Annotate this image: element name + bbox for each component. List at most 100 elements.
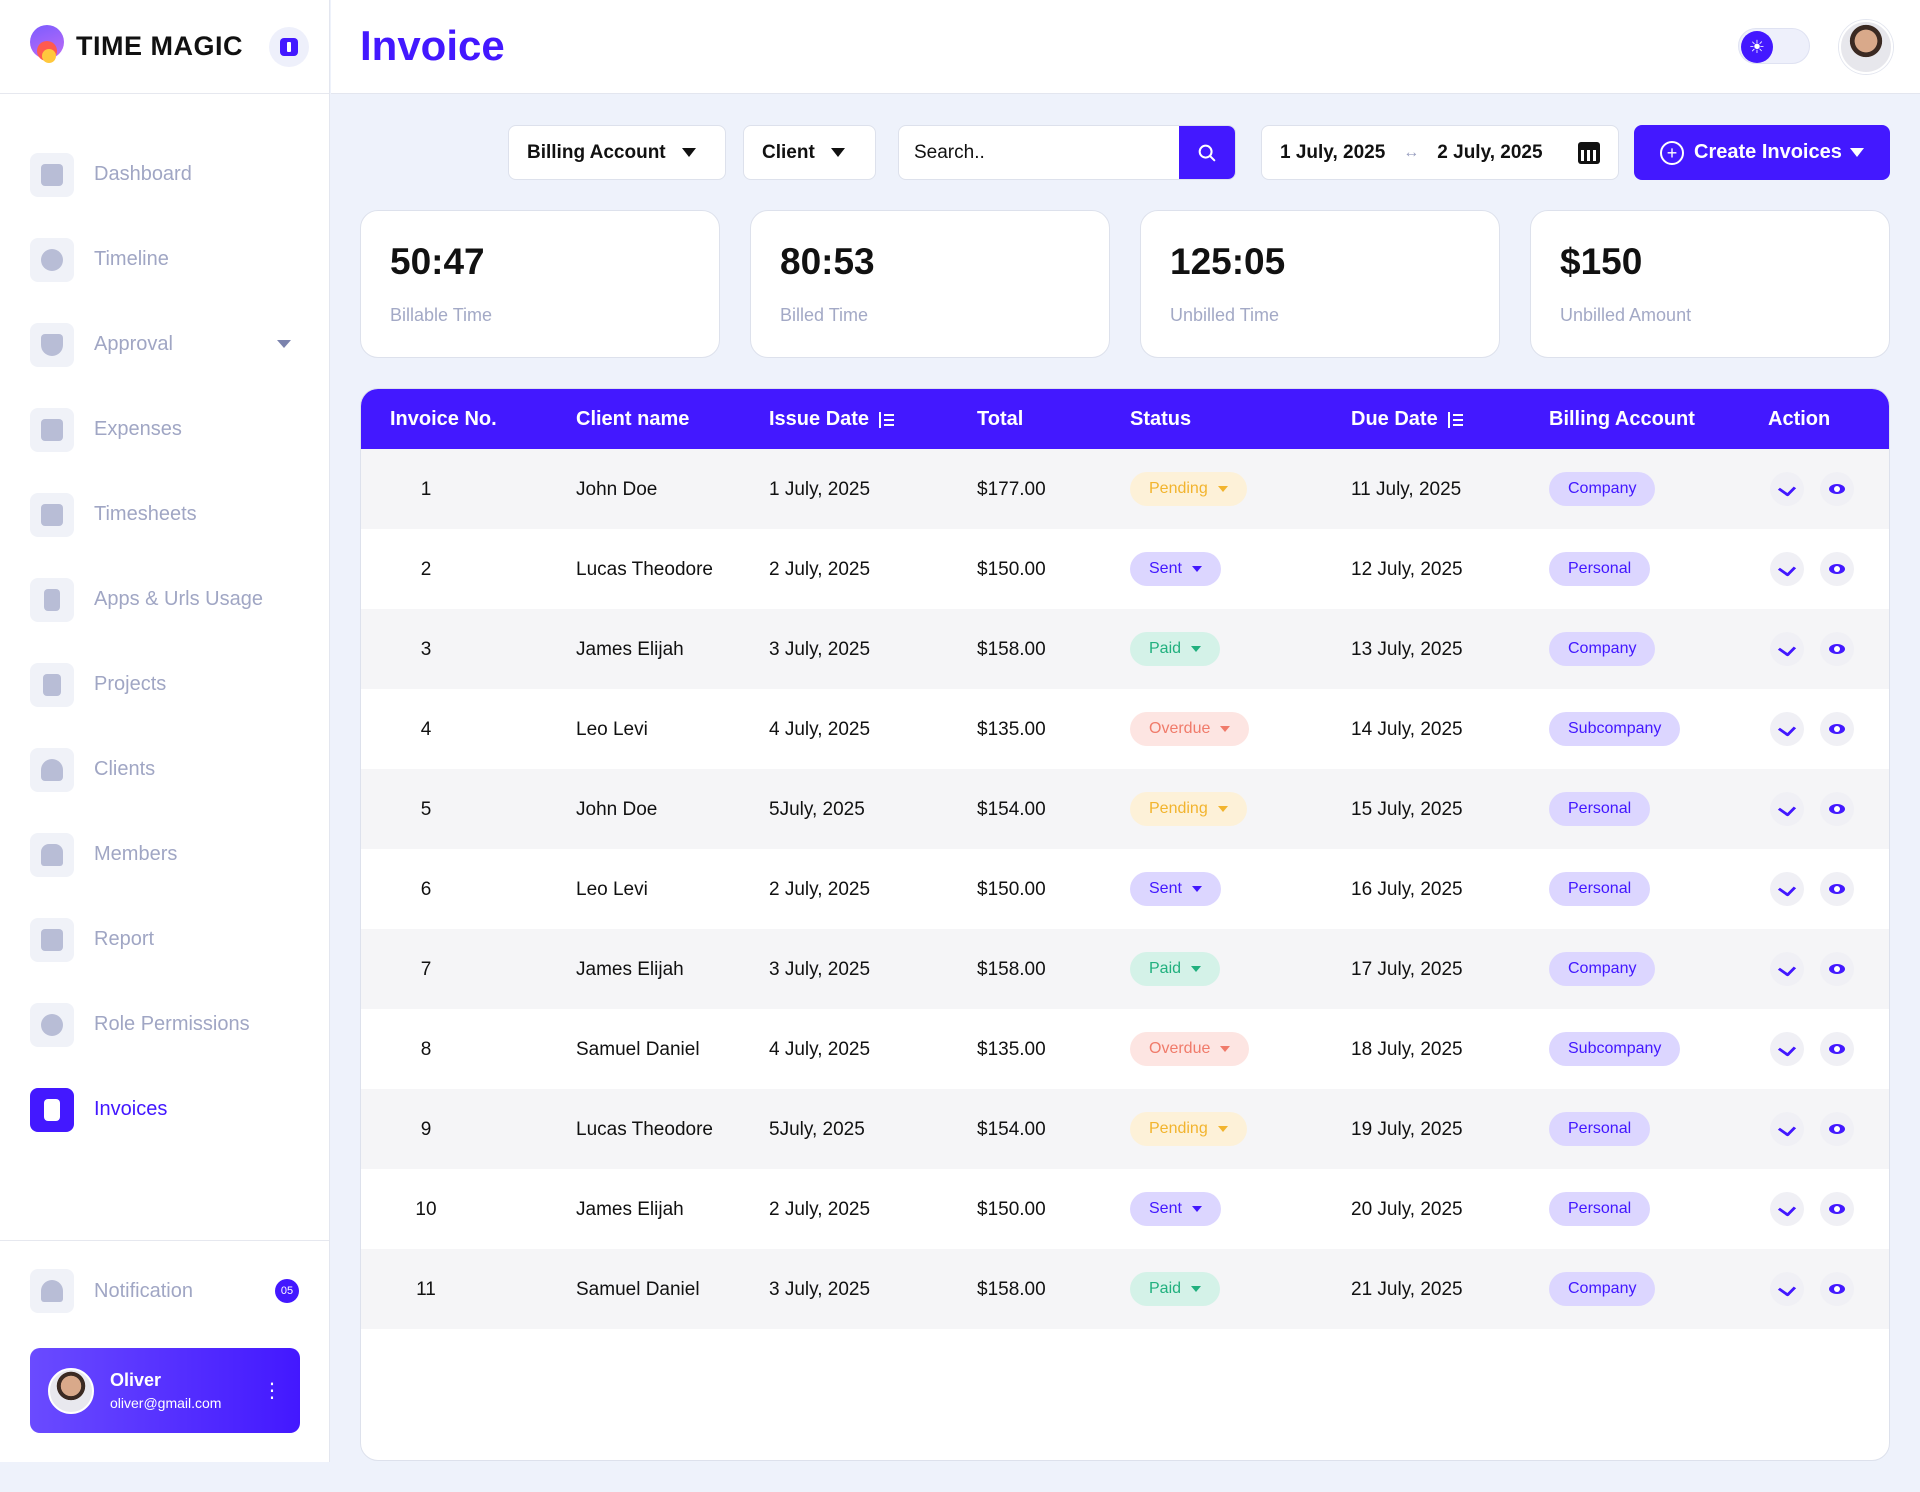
- caret-down-icon: [1217, 486, 1228, 492]
- create-invoices-button[interactable]: + Create Invoices: [1634, 125, 1890, 180]
- sidebar-item-role-permissions[interactable]: Role Permissions: [0, 982, 329, 1067]
- user-profile-card[interactable]: Oliver oliver@gmail.com ⋮: [30, 1348, 300, 1433]
- edit-button[interactable]: [1770, 472, 1804, 506]
- edit-button[interactable]: [1770, 872, 1804, 906]
- view-button[interactable]: [1820, 872, 1854, 906]
- status-badge[interactable]: Overdue: [1130, 1032, 1250, 1066]
- column-due-date[interactable]: Due Date: [1351, 408, 1464, 431]
- group-icon: [30, 832, 74, 877]
- invoice-number-cell: 10: [415, 1199, 437, 1220]
- view-button[interactable]: [1820, 1272, 1854, 1306]
- view-button[interactable]: [1820, 1032, 1854, 1066]
- more-vertical-icon[interactable]: ⋮: [262, 1379, 282, 1402]
- sort-icon[interactable]: [1447, 411, 1464, 428]
- header-avatar[interactable]: [1839, 20, 1893, 74]
- pencil-icon: [1777, 481, 1797, 497]
- client-name-cell: Samuel Daniel: [576, 1039, 700, 1060]
- view-button[interactable]: [1820, 1112, 1854, 1146]
- table-row: 10 James Elijah 2 July, 2025 $150.00 Sent 20 …: [361, 1169, 1889, 1249]
- total-cell: $158.00: [977, 1279, 1046, 1300]
- pencil-icon: [1777, 801, 1797, 817]
- status-badge[interactable]: Paid: [1130, 952, 1221, 986]
- client-dropdown[interactable]: Client: [743, 125, 876, 180]
- edit-button[interactable]: [1770, 1112, 1804, 1146]
- pencil-icon: [1777, 961, 1797, 977]
- edit-button[interactable]: [1770, 1272, 1804, 1306]
- status-badge[interactable]: Sent: [1130, 1192, 1221, 1226]
- billing-account-badge: Personal: [1549, 792, 1651, 826]
- sidebar-item-timesheets[interactable]: Timesheets: [0, 472, 329, 557]
- pencil-icon: [1777, 561, 1797, 577]
- sidebar-item-invoices[interactable]: Invoices: [0, 1067, 329, 1152]
- due-date-cell: 19 July, 2025: [1351, 1119, 1463, 1140]
- edit-button[interactable]: [1770, 712, 1804, 746]
- edit-button[interactable]: [1770, 632, 1804, 666]
- view-button[interactable]: [1820, 712, 1854, 746]
- collapse-sidebar-button[interactable]: [269, 26, 309, 67]
- search-input[interactable]: [899, 126, 1179, 179]
- status-label: Paid: [1149, 640, 1182, 657]
- caret-down-icon: [1220, 1046, 1231, 1052]
- status-badge[interactable]: Sent: [1130, 872, 1221, 906]
- view-button[interactable]: [1820, 472, 1854, 506]
- status-badge[interactable]: Pending: [1130, 472, 1247, 506]
- status-label: Sent: [1149, 880, 1182, 897]
- date-range-picker[interactable]: 1 July, 2025 ↔ 2 July, 2025: [1261, 125, 1619, 180]
- sidebar-item-report[interactable]: Report: [0, 897, 329, 982]
- invoice-number-cell: 8: [420, 1039, 432, 1060]
- theme-toggle[interactable]: ☀: [1738, 28, 1810, 64]
- view-button[interactable]: [1820, 1192, 1854, 1226]
- total-cell: $158.00: [977, 959, 1046, 980]
- view-button[interactable]: [1820, 792, 1854, 826]
- edit-button[interactable]: [1770, 552, 1804, 586]
- pencil-icon: [1777, 881, 1797, 897]
- edit-button[interactable]: [1770, 792, 1804, 826]
- edit-button[interactable]: [1770, 952, 1804, 986]
- dashboard-icon: [30, 152, 74, 197]
- column-label: Status: [1130, 408, 1192, 430]
- eye-icon: [1829, 484, 1845, 494]
- user-name: Oliver: [110, 1370, 162, 1390]
- table-row: 7 James Elijah 3 July, 2025 $158.00 Paid 17 J…: [361, 929, 1889, 1009]
- column-label: Due Date: [1351, 408, 1438, 430]
- invoice-icon: [30, 1087, 74, 1132]
- status-badge[interactable]: Overdue: [1130, 712, 1250, 746]
- sidebar-item-projects[interactable]: Projects: [0, 642, 329, 727]
- client-name-cell: Samuel Daniel: [576, 1279, 700, 1300]
- status-label: Sent: [1149, 1200, 1182, 1217]
- eye-icon: [1829, 644, 1845, 654]
- due-date-cell: 17 July, 2025: [1351, 959, 1463, 980]
- sidebar-item-label: Invoices: [94, 1098, 168, 1120]
- status-badge[interactable]: Pending: [1130, 1112, 1247, 1146]
- caret-down-icon: [1191, 1286, 1202, 1292]
- column-issue-date[interactable]: Issue Date: [769, 408, 895, 431]
- sidebar-item-notification[interactable]: Notification 05: [0, 1241, 329, 1341]
- eye-icon: [1829, 1204, 1845, 1214]
- billing-account-badge: Personal: [1549, 872, 1651, 906]
- total-cell: $158.00: [977, 639, 1046, 660]
- app-usage-icon: [30, 577, 74, 622]
- edit-button[interactable]: [1770, 1192, 1804, 1226]
- search-button[interactable]: [1179, 126, 1235, 179]
- status-badge[interactable]: Sent: [1130, 552, 1221, 586]
- view-button[interactable]: [1820, 952, 1854, 986]
- status-badge[interactable]: Pending: [1130, 792, 1247, 826]
- view-button[interactable]: [1820, 632, 1854, 666]
- sidebar-item-timeline[interactable]: Timeline: [0, 217, 329, 302]
- sidebar-item-clients[interactable]: Clients: [0, 727, 329, 812]
- timeline-icon: [30, 237, 74, 282]
- sort-icon[interactable]: [879, 411, 895, 428]
- sidebar-item-expenses[interactable]: Expenses: [0, 387, 329, 472]
- sidebar-item-apps-urls-usage[interactable]: Apps & Urls Usage: [0, 557, 329, 642]
- billing-account-dropdown[interactable]: Billing Account: [508, 125, 726, 180]
- sidebar-item-approval[interactable]: Approval: [0, 302, 329, 387]
- edit-button[interactable]: [1770, 1032, 1804, 1066]
- sidebar-item-dashboard[interactable]: Dashboard: [0, 132, 329, 217]
- status-badge[interactable]: Paid: [1130, 1272, 1221, 1306]
- view-button[interactable]: [1820, 552, 1854, 586]
- status-badge[interactable]: Paid: [1130, 632, 1221, 666]
- eye-icon: [1829, 1284, 1845, 1294]
- calendar-icon: [1578, 141, 1600, 164]
- sidebar-item-members[interactable]: Members: [0, 812, 329, 897]
- page-title: Invoice: [360, 22, 505, 69]
